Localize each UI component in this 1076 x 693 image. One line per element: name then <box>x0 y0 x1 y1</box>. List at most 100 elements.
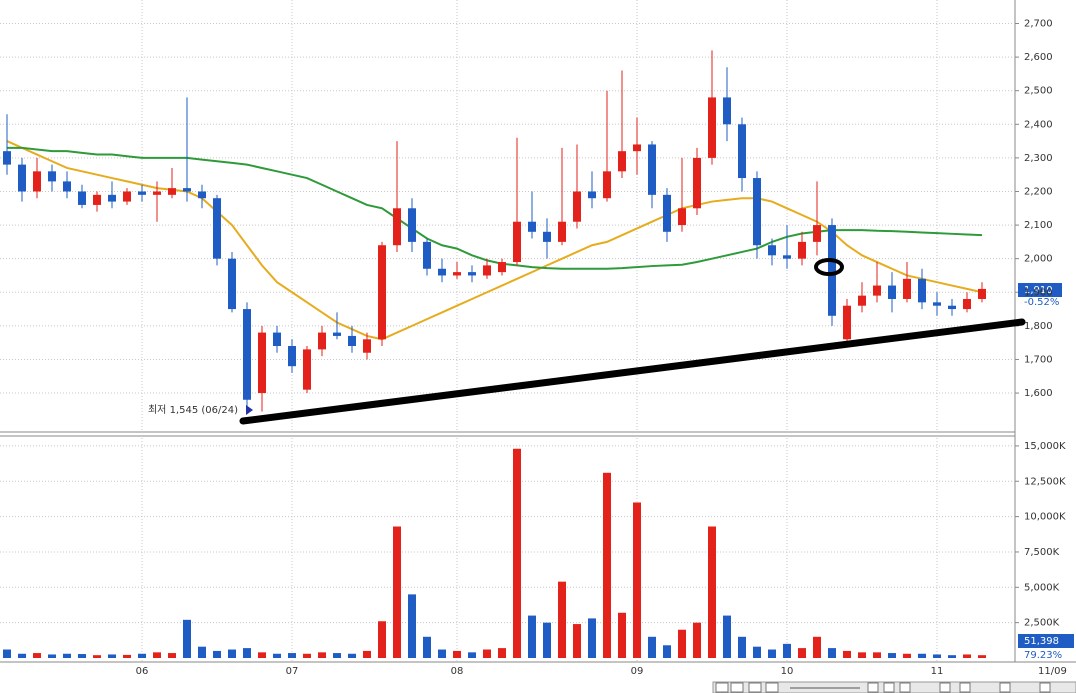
volume-bar <box>783 643 791 658</box>
last-price: 1,910 <box>1024 285 1053 296</box>
button[interactable] <box>748 682 762 693</box>
low-annotation: 최저 1,545 (06/24) <box>148 404 238 416</box>
x-tick-label: 08 <box>451 666 464 677</box>
candle-body <box>693 157 701 209</box>
candle-body <box>828 225 836 316</box>
candle-body <box>513 221 521 263</box>
candle-body <box>153 191 161 195</box>
candle-body <box>948 305 956 310</box>
volume-bar <box>903 653 911 658</box>
candle-body <box>273 332 281 347</box>
volume-bar <box>738 636 746 658</box>
volume-bar <box>828 648 836 658</box>
candle-body <box>603 171 611 199</box>
candle-body <box>333 332 341 336</box>
candle-body <box>843 305 851 340</box>
volume-bar <box>483 649 491 658</box>
candle-body <box>348 335 356 347</box>
candle-body <box>108 194 116 202</box>
x-tick-label: 10 <box>781 666 794 677</box>
candle-body <box>423 241 431 269</box>
volume-bar <box>498 648 506 658</box>
volume-bar <box>873 652 881 658</box>
volume-bar <box>408 594 416 658</box>
candle-body <box>318 332 326 350</box>
volume-bar <box>978 655 986 658</box>
volume-bar <box>258 652 266 658</box>
volume-bar <box>723 615 731 658</box>
candle-body <box>168 188 176 195</box>
y-tick-label: 7,500K <box>1024 547 1060 558</box>
candle-body <box>183 188 191 192</box>
volume-bar <box>123 654 131 658</box>
y-tick-label: 2,000 <box>1024 254 1053 265</box>
candle-body <box>393 208 401 246</box>
candle-body <box>723 97 731 125</box>
candle-body <box>933 302 941 306</box>
candle-body <box>663 194 671 232</box>
candle-body <box>93 194 101 205</box>
candle-body <box>138 191 146 195</box>
y-tick-label: 2,700 <box>1024 19 1053 30</box>
candle-body <box>213 198 221 259</box>
candle-body <box>783 255 791 259</box>
candle-body <box>873 285 881 296</box>
volume-bar <box>603 472 611 658</box>
grid <box>0 0 1019 662</box>
volume-bar <box>273 653 281 658</box>
candle-body <box>858 295 866 306</box>
trend-line <box>239 318 1026 425</box>
toolbar <box>712 681 1076 693</box>
candle-body <box>18 164 26 192</box>
button[interactable] <box>1039 682 1051 693</box>
button[interactable] <box>715 682 729 693</box>
button[interactable] <box>959 682 971 693</box>
last-volume: 51,398 <box>1024 636 1059 647</box>
volume-bar <box>318 652 326 658</box>
x-tick-label: 11 <box>931 666 944 677</box>
volume-bar <box>168 653 176 658</box>
volume-bar <box>768 649 776 658</box>
volume-bar <box>528 615 536 658</box>
y-tick-label: 2,100 <box>1024 220 1053 231</box>
y-tick-label: 1,900 <box>1024 287 1053 298</box>
button[interactable] <box>883 682 895 693</box>
volume-bar <box>33 653 41 658</box>
volume-bar <box>198 646 206 658</box>
candle-body <box>303 349 311 390</box>
candle-body <box>543 231 551 242</box>
volume-bar <box>153 652 161 658</box>
candle-body <box>63 181 71 192</box>
y-tick-label: 10,000K <box>1024 512 1066 523</box>
button[interactable] <box>999 682 1011 693</box>
candle-body <box>198 191 206 199</box>
volume-tag <box>1018 634 1074 648</box>
button[interactable] <box>730 682 744 693</box>
candle-body <box>573 191 581 222</box>
volume-bar <box>558 581 566 658</box>
candle-body <box>678 208 686 226</box>
x-tick-label: 09 <box>631 666 644 677</box>
volume-bar <box>108 654 116 658</box>
candle-body <box>243 309 251 400</box>
candle-body <box>528 221 536 232</box>
volume-bar <box>843 650 851 658</box>
volume-bar <box>663 645 671 658</box>
volume-bar <box>438 649 446 658</box>
volume-bar <box>48 654 56 658</box>
y-tick-label: 5,000K <box>1024 582 1060 593</box>
button[interactable] <box>867 682 879 693</box>
volume-bar <box>78 654 86 658</box>
marks <box>3 50 986 658</box>
button[interactable] <box>939 682 951 693</box>
button[interactable] <box>765 682 779 693</box>
volume-bar <box>918 653 926 658</box>
volume-bar <box>933 654 941 658</box>
candle-body <box>288 346 296 367</box>
volume-bar <box>213 650 221 658</box>
candle-body <box>963 298 971 310</box>
volume-bar <box>678 629 686 658</box>
button[interactable] <box>899 682 911 693</box>
y-tick-label: 2,200 <box>1024 186 1053 197</box>
